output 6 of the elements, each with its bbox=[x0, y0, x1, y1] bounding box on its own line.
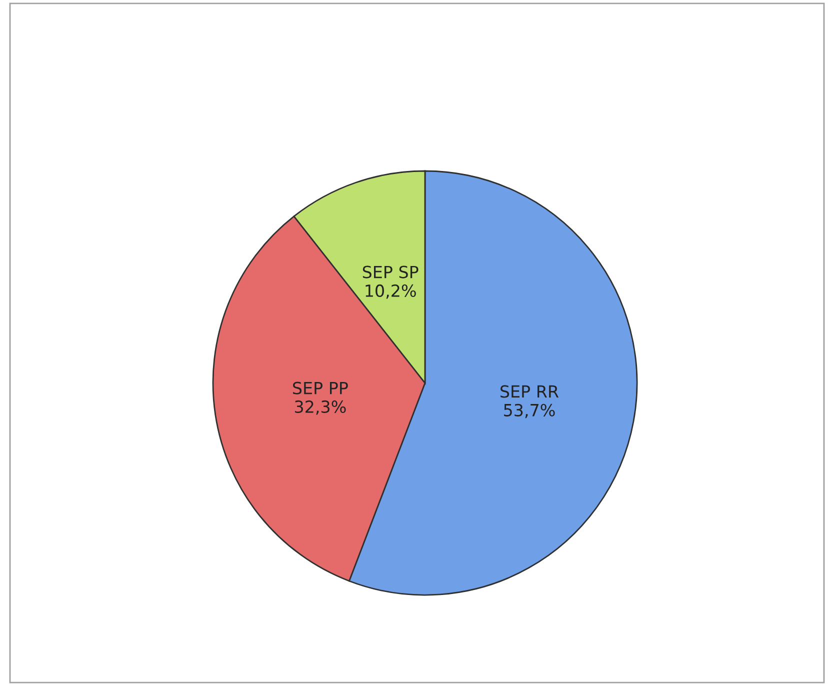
slice-label: SEP SP bbox=[362, 266, 418, 278]
data-label: 10,2% bbox=[366, 284, 416, 299]
slice-label: SEP RR bbox=[500, 385, 559, 398]
data-label: 32,3% bbox=[294, 400, 346, 415]
slice-label: SEP PP bbox=[293, 382, 348, 394]
data-label: 53,7% bbox=[504, 404, 555, 418]
